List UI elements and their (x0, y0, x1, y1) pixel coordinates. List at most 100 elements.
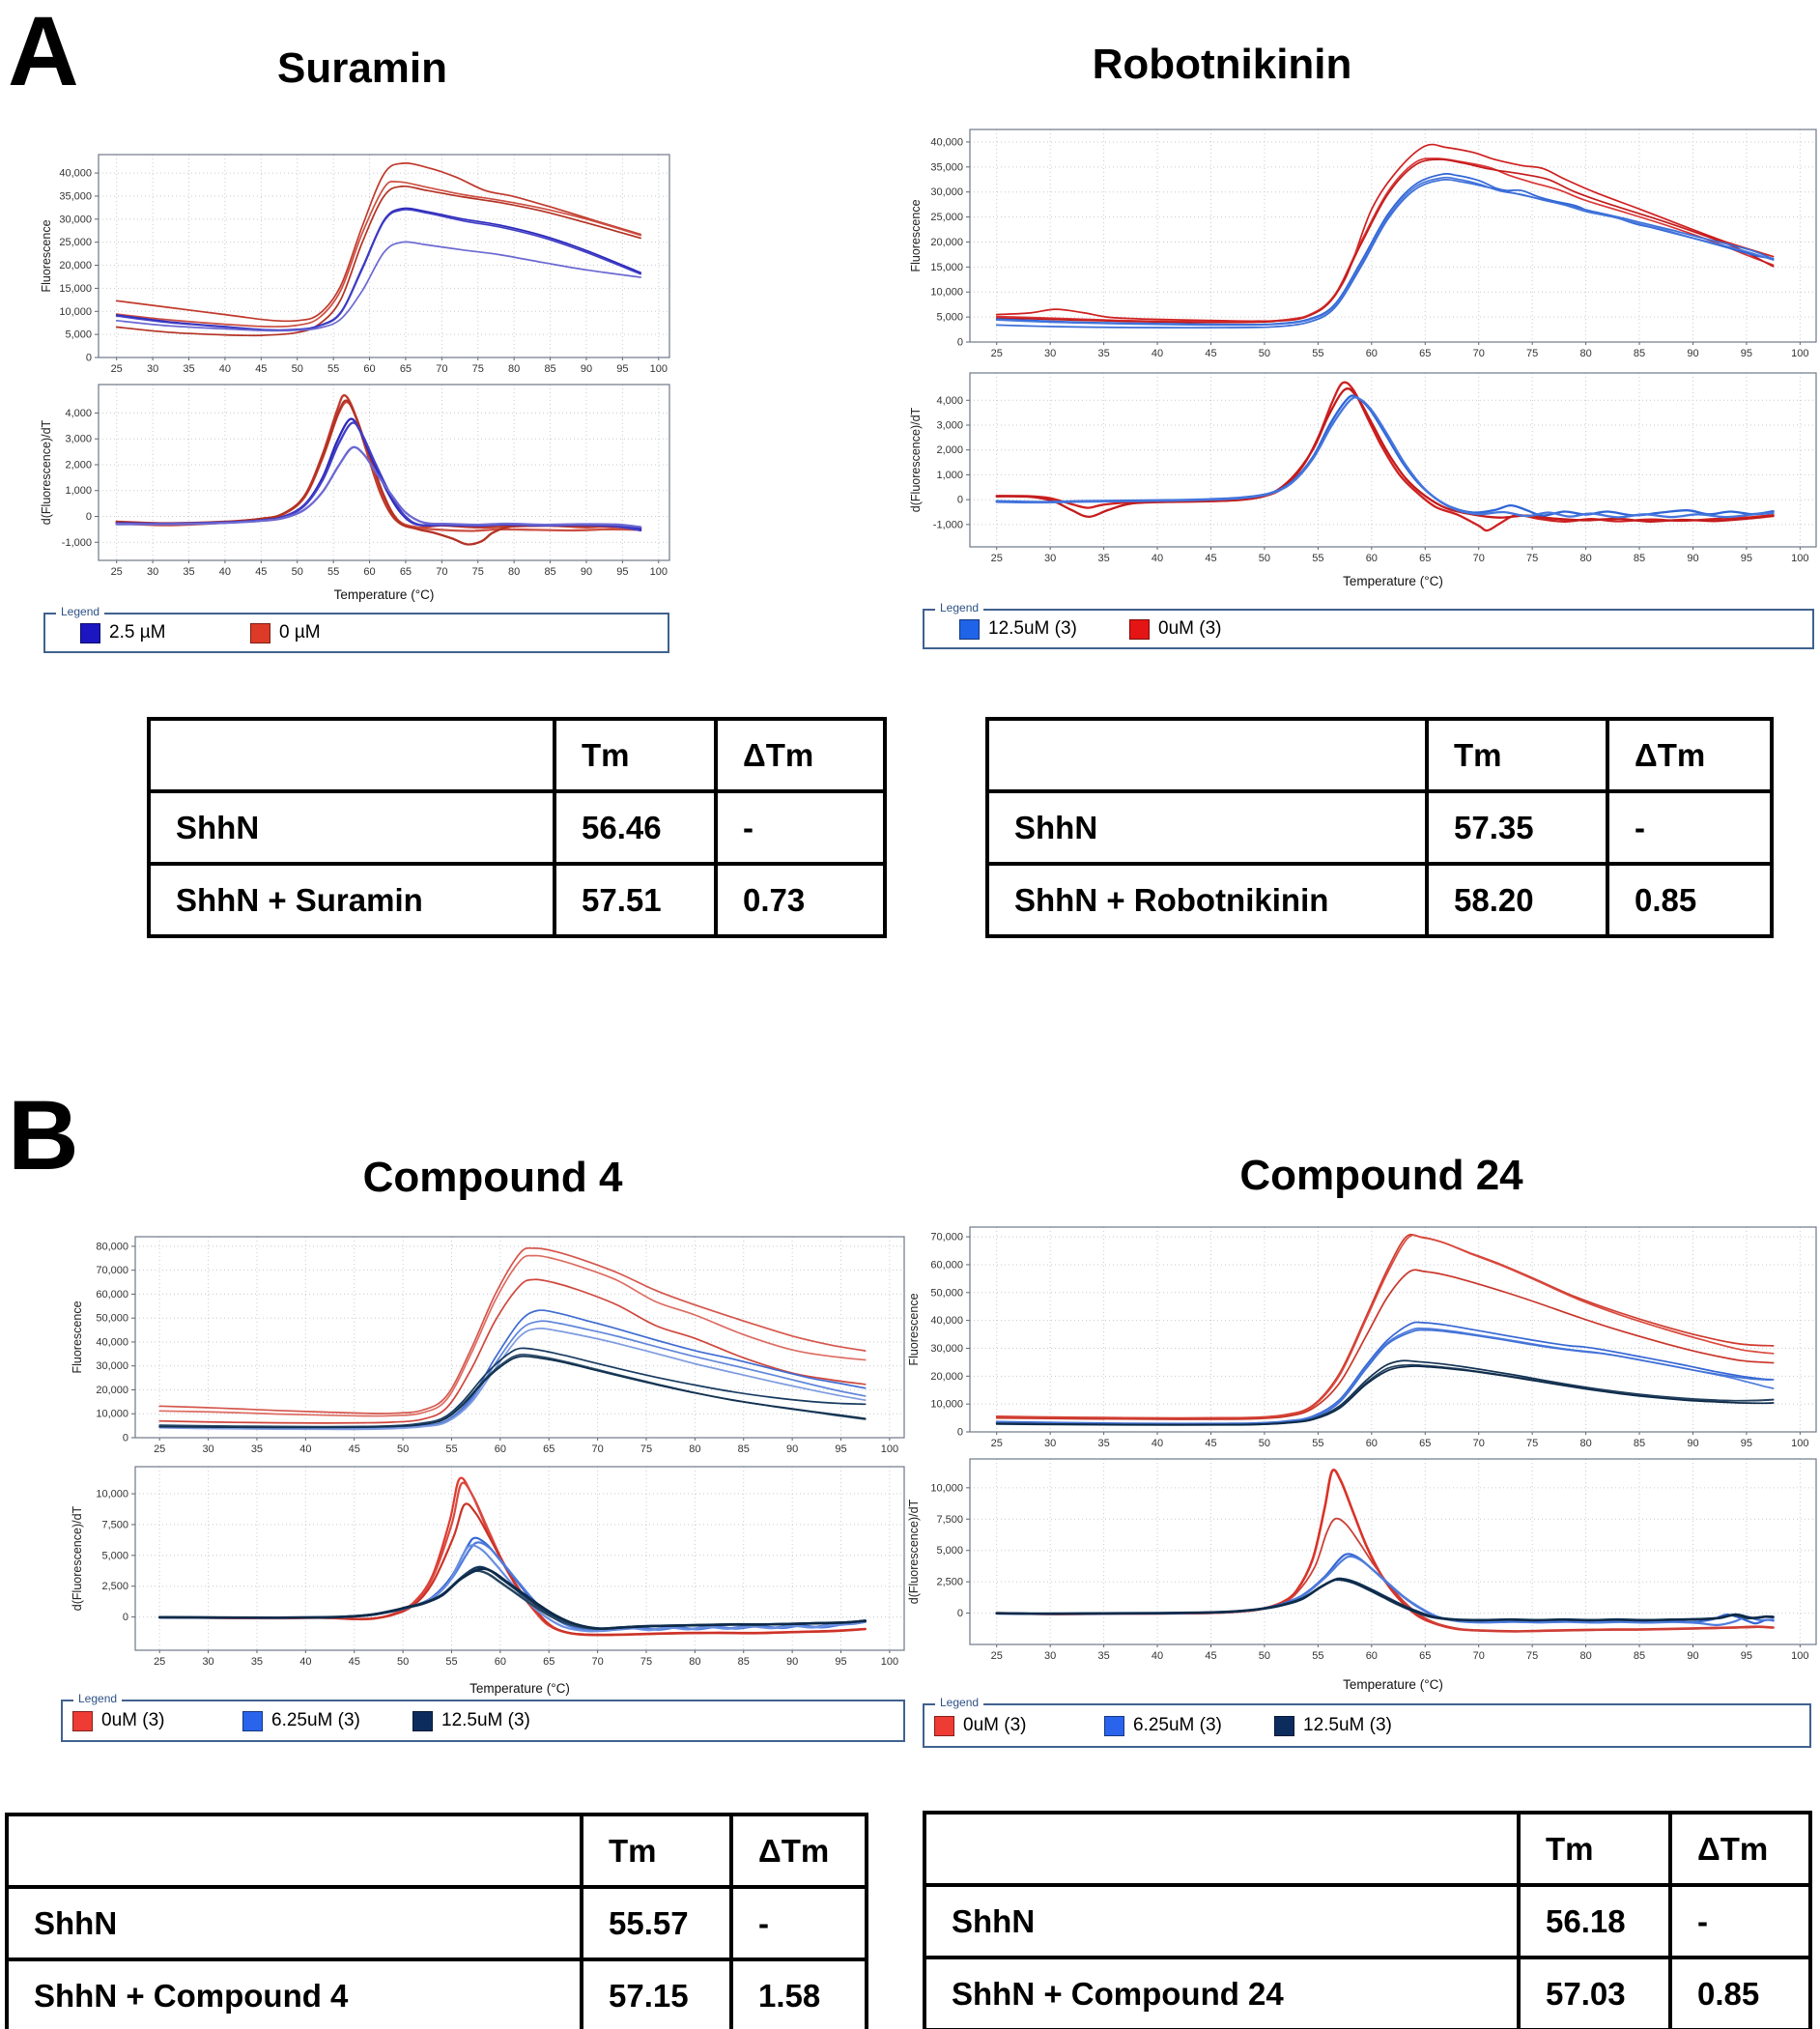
x-tick-label: 90 (786, 1443, 798, 1455)
x-tick-label: 40 (299, 1656, 311, 1668)
table-cell: ShhN + Compound 24 (923, 1956, 1521, 2029)
x-tick-label: 85 (1634, 1438, 1645, 1449)
x-tick-label: 45 (1205, 1650, 1216, 1662)
y-tick-label: 60,000 (930, 1259, 963, 1271)
y-tick-label: 0 (957, 1608, 963, 1619)
x-tick-label: 75 (640, 1656, 652, 1668)
legend-tag: Legend (935, 601, 984, 614)
curve-0um-rep3 (995, 1269, 1775, 1420)
x-tick-label: 65 (1419, 553, 1431, 564)
x-tick-label: 45 (255, 566, 267, 578)
y-axis-title: Fluorescence (71, 1300, 84, 1373)
y-tick-label: 35,000 (59, 190, 92, 202)
y-tick-label: 4,000 (936, 395, 963, 407)
x-tick-label: 75 (1526, 1438, 1538, 1449)
plot-border (969, 372, 1817, 548)
x-tick-label: 55 (327, 363, 339, 375)
x-tick-label: 35 (1097, 1438, 1109, 1449)
legend-label: 12.5uM (3) (1303, 1715, 1392, 1735)
legend-swatch (1274, 1715, 1294, 1736)
curve-0-m-rep3 (115, 399, 642, 546)
legend-item: 12.5uM (3) (1274, 1715, 1444, 1736)
y-tick-label: 5,000 (936, 312, 963, 324)
x-axis-title: Temperature (°C) (469, 1681, 570, 1696)
x-tick-label: 60 (363, 566, 375, 578)
y-axis-title: d(Fluorescence)/dT (909, 407, 923, 512)
table-cell: ShhN (923, 1883, 1521, 1959)
y-tick-label: 50,000 (930, 1287, 963, 1299)
x-tick-label: 55 (1312, 348, 1323, 359)
curve-0um-rep2 (158, 1254, 867, 1417)
plot-area (970, 129, 1816, 342)
curve-12.5um-rep2 (995, 176, 1775, 327)
compound4-derivative-chart: 25 30 35 40 45 50 55 60 65 70 75 80 85 90 95 100 0 2,500 5… (71, 1466, 905, 1696)
table-cell-dtm: ΔTm (729, 1813, 868, 1889)
x-tick-label: 35 (1097, 553, 1109, 564)
curve-12.5um-rep3 (158, 1355, 867, 1429)
legend-tag: Legend (935, 1696, 984, 1709)
y-tick-label: 40,000 (59, 168, 92, 180)
series-group (115, 162, 641, 337)
curve-0um-rep1 (158, 1246, 867, 1415)
x-tick-label: 65 (400, 566, 412, 578)
table-cell: 55.57 (580, 1885, 733, 1961)
legend-label: 0uM (3) (1158, 618, 1222, 639)
robotnikinin-tm-table: Tm ΔTm ShhN 57.35 - ShhN + Robotnikinin … (985, 717, 1774, 938)
x-tick-label: 75 (1526, 348, 1538, 359)
x-tick-label: 45 (1205, 348, 1216, 359)
table-row: ShhN + Suramin 57.51 0.73 (147, 862, 887, 938)
robotnikinin-legend: Legend 12.5uM (3) 0uM (3) (923, 601, 1814, 649)
y-tick-label: 10,000 (96, 1489, 128, 1500)
legend-item: 0uM (3) (72, 1710, 242, 1731)
table-cell (147, 717, 556, 793)
table-cell: ShhN (5, 1885, 583, 1961)
plot-border (134, 1466, 905, 1651)
curve-0um-rep3 (158, 1502, 867, 1637)
y-tick-label: 40,000 (96, 1336, 128, 1348)
x-tick-label: 70 (591, 1443, 603, 1455)
y-tick-label: 5,000 (101, 1550, 128, 1561)
curve-0um-rep1 (995, 143, 1775, 323)
table-header-row: Tm ΔTm (147, 717, 887, 793)
x-tick-label: 85 (1634, 553, 1645, 564)
table-cell-tm: Tm (1425, 717, 1609, 793)
series-group (995, 1233, 1775, 1426)
compound24-fluorescence-chart: 25 30 35 40 45 50 55 60 65 70 75 80 85 90 95 100 0 10,000… (907, 1226, 1817, 1449)
curve-0-m-rep1 (115, 162, 641, 323)
series-group (995, 143, 1775, 329)
y-tick-label: 30,000 (59, 214, 92, 225)
plot-area (99, 385, 669, 560)
curve-12.5um-rep2 (995, 396, 1775, 519)
table-cell: 1.58 (729, 1958, 868, 2029)
x-tick-label: 80 (1579, 348, 1591, 359)
y-tick-label: 2,000 (936, 444, 963, 456)
table-cell: - (729, 1885, 868, 1961)
x-tick-label: 45 (349, 1656, 360, 1668)
y-tick-label: -1,000 (933, 519, 963, 530)
x-tick-label: 55 (1312, 1438, 1323, 1449)
legend-label: 6.25uM (3) (271, 1710, 360, 1730)
x-axis-title: Temperature (°C) (1343, 1677, 1443, 1692)
x-tick-label: 90 (1687, 1650, 1698, 1662)
x-tick-label: 50 (1259, 553, 1270, 564)
legend-item: 0 µM (250, 622, 420, 643)
suramin-tm-table: Tm ΔTm ShhN 56.46 - ShhN + Suramin 57.51… (147, 717, 887, 938)
y-tick-label: 35,000 (930, 161, 963, 173)
x-tick-label: 65 (1419, 348, 1431, 359)
compound4-fluorescence-chart: 25 30 35 40 45 50 55 60 65 70 75 80 85 90 95 100 0 10,000… (71, 1236, 905, 1455)
x-tick-label: 70 (591, 1656, 603, 1668)
table-cell-dtm: ΔTm (1606, 717, 1774, 793)
x-tick-label: 95 (616, 566, 628, 578)
plot-border (134, 1236, 905, 1439)
x-tick-label: 60 (495, 1443, 506, 1455)
legend-item: 0uM (3) (1129, 618, 1299, 640)
x-tick-label: 80 (508, 566, 520, 578)
x-tick-label: 70 (436, 363, 447, 375)
x-tick-label: 35 (1097, 348, 1109, 359)
legend-items: 12.5uM (3) 0uM (3) (924, 611, 1812, 647)
y-axis-title: d(Fluorescence)/dT (907, 1499, 921, 1604)
series-group (995, 381, 1775, 532)
table-cell-tm: Tm (553, 717, 718, 793)
table-cell: 57.35 (1425, 789, 1609, 866)
